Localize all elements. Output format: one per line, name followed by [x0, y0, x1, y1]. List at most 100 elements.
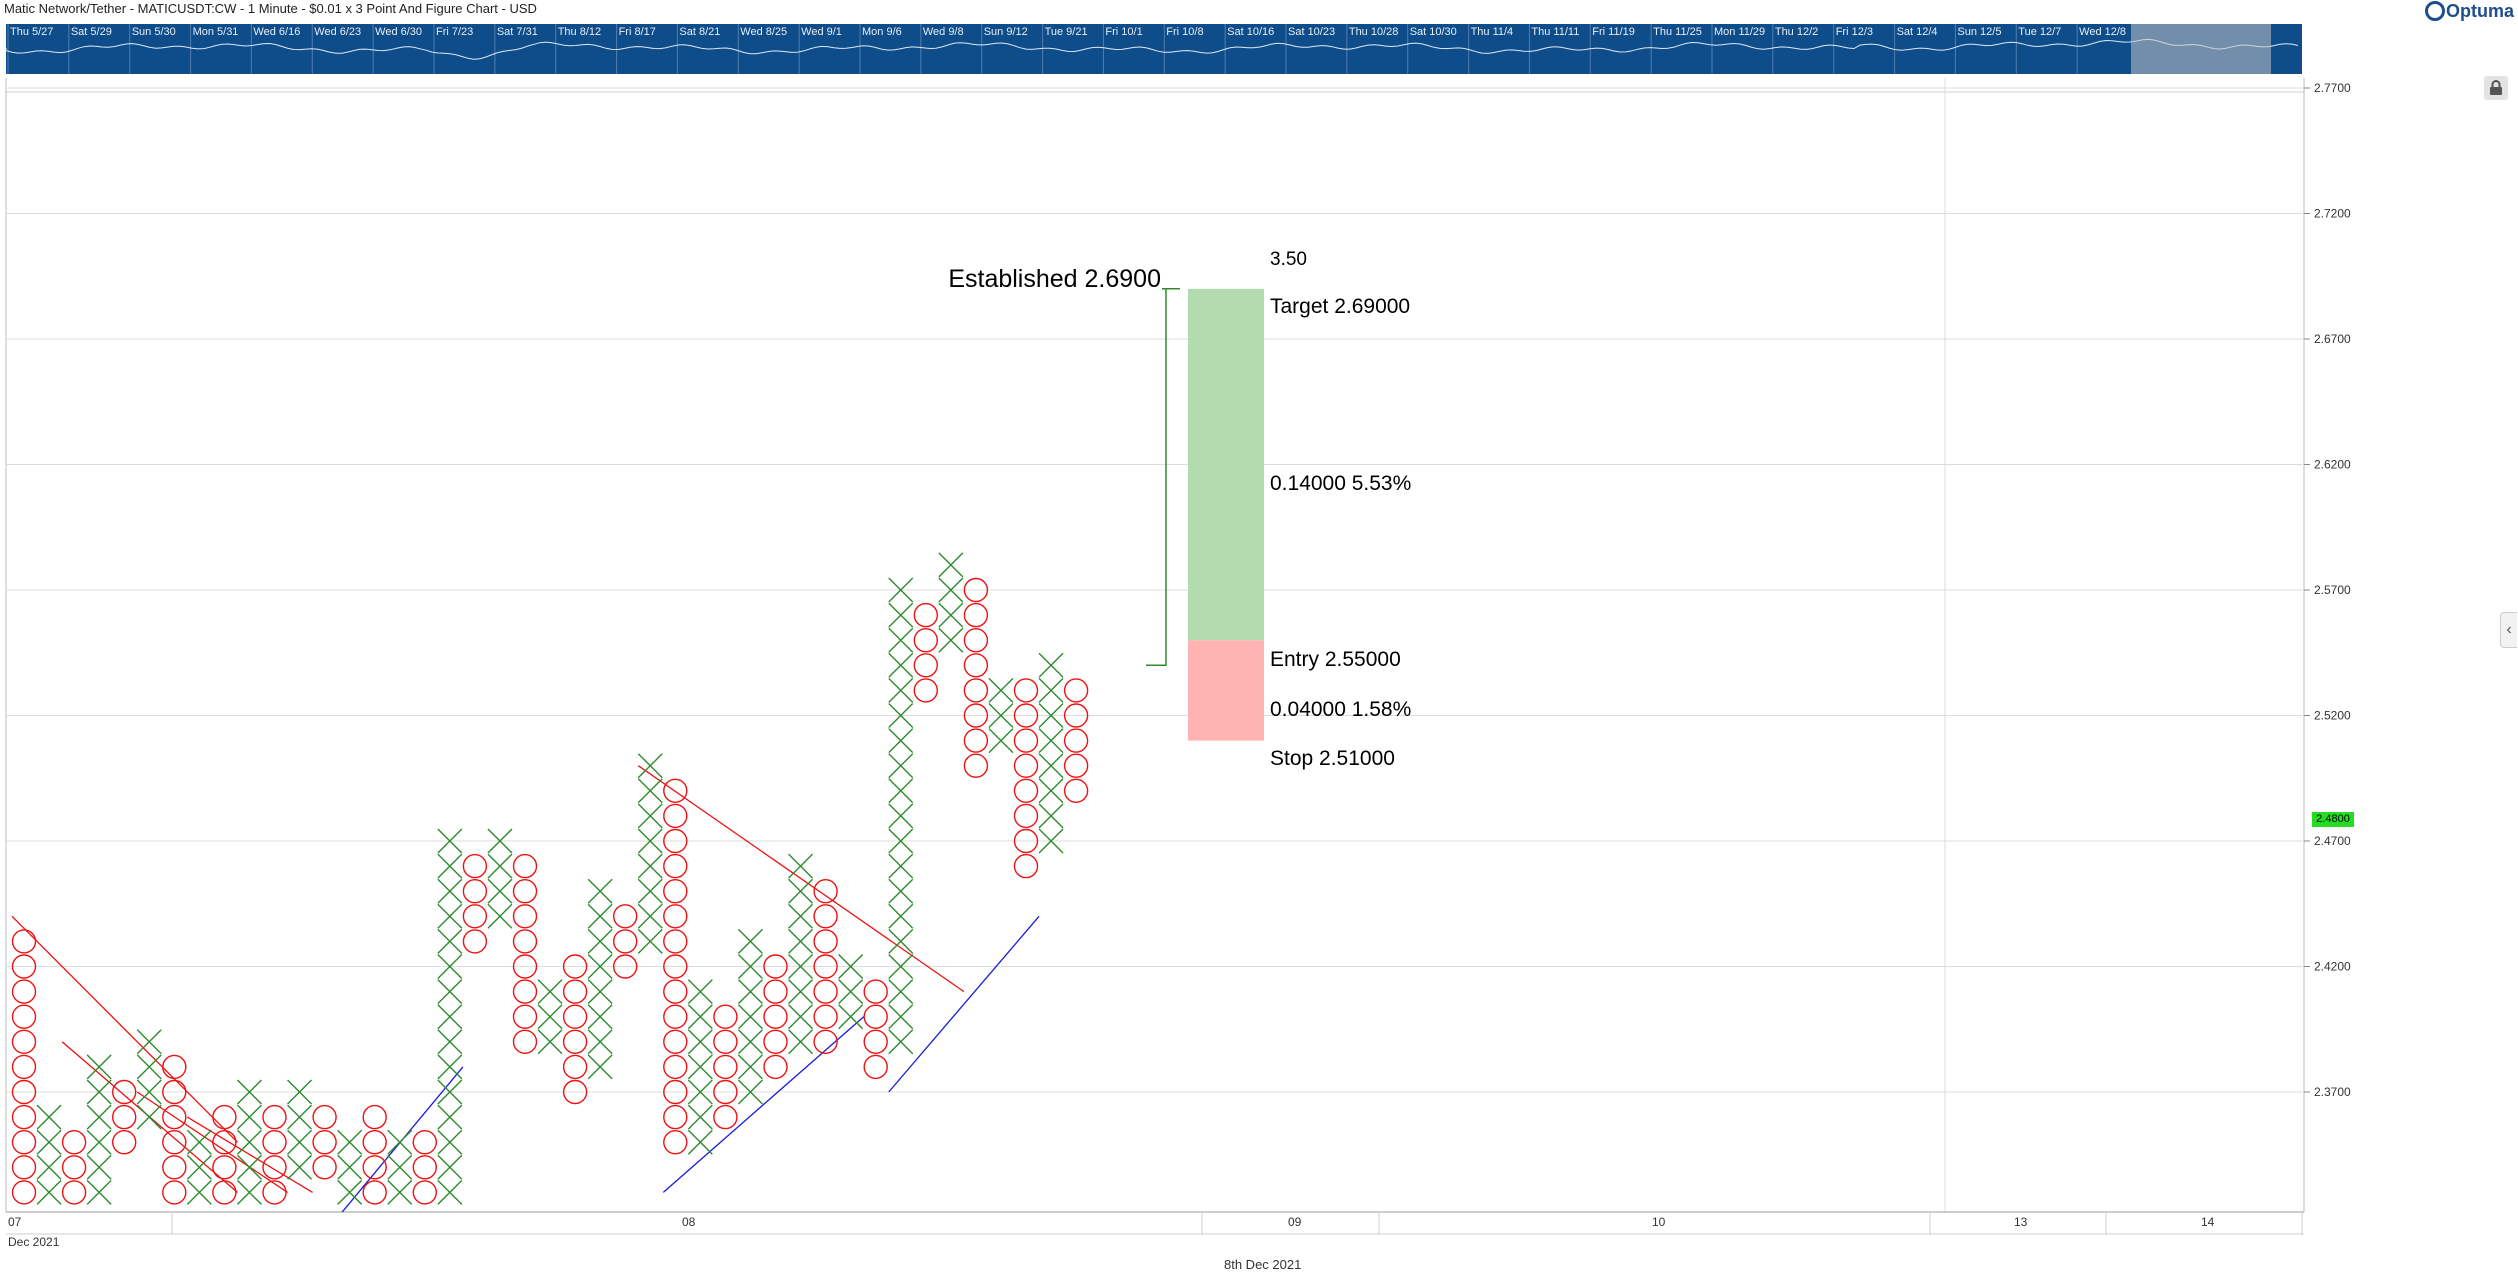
- navigator-date-label: Wed 6/23: [314, 26, 361, 38]
- o-box: [763, 1054, 788, 1080]
- x-box: [938, 577, 964, 603]
- x-box: [437, 954, 463, 979]
- x-box: [36, 1179, 62, 1205]
- navigator-visible-window: [2131, 24, 2271, 74]
- o-box: [162, 1104, 187, 1130]
- o-box: [813, 1029, 838, 1055]
- x-box: [537, 979, 563, 1005]
- x-tick-label: 08: [682, 1215, 696, 1229]
- resistance-trendline: [11, 915, 238, 1143]
- x-box: [136, 1054, 162, 1080]
- x-box: [186, 1129, 212, 1155]
- x-box: [437, 903, 463, 929]
- o-box: [963, 602, 989, 628]
- x-box: [287, 1104, 313, 1130]
- navigator-date-label: Sun 5/30: [132, 26, 176, 38]
- x-box: [337, 1154, 363, 1180]
- navigator-date-label: Tue 12/7: [2018, 26, 2061, 38]
- navigator-date-label: Mon 5/31: [193, 26, 239, 38]
- o-box: [963, 753, 989, 778]
- x-box: [437, 878, 463, 904]
- chevron-left-icon: ‹: [2506, 621, 2512, 638]
- y-tick-label: 2.4200: [2314, 960, 2351, 974]
- y-tick-label: 2.7200: [2314, 207, 2351, 221]
- x-box: [136, 1029, 162, 1055]
- o-box: [713, 1054, 738, 1080]
- x-box: [86, 1129, 112, 1155]
- o-box: [262, 1104, 287, 1130]
- o-box: [663, 929, 688, 954]
- risk-label: 0.04000 1.58%: [1270, 698, 1411, 721]
- x-box: [888, 979, 914, 1005]
- o-box: [663, 1004, 688, 1029]
- y-tick-label: 2.3700: [2314, 1085, 2351, 1099]
- o-box: [11, 929, 37, 954]
- navigator-date-label: Sun 9/12: [984, 26, 1028, 38]
- x-box: [136, 1104, 162, 1130]
- navigator-date-label: Thu 12/2: [1775, 26, 1818, 38]
- o-box: [663, 803, 688, 829]
- o-box: [863, 1029, 888, 1055]
- navigator-date-label: Mon 11/29: [1714, 26, 1765, 38]
- x-box: [437, 853, 463, 879]
- x-box: [437, 1054, 463, 1080]
- x-box: [437, 928, 463, 954]
- o-box: [663, 1054, 688, 1080]
- o-box: [663, 828, 688, 854]
- x-box: [687, 1079, 713, 1105]
- navigator-date-label: Thu 8/12: [558, 26, 601, 38]
- o-box: [813, 929, 838, 954]
- x-box: [888, 1004, 914, 1030]
- date-navigator[interactable]: Thu 5/27 Sat 5/29 Sun 5/30 Mon 5/31 Wed 6/16…: [6, 24, 2302, 74]
- x-box: [737, 1079, 763, 1105]
- o-box: [11, 979, 37, 1004]
- o-box: [663, 1079, 688, 1105]
- o-box: [111, 1129, 137, 1155]
- o-box: [512, 929, 538, 954]
- x-box: [888, 778, 914, 804]
- o-box: [713, 1104, 738, 1130]
- o-box: [11, 1029, 37, 1055]
- x-box: [287, 1154, 313, 1180]
- navigator-price-line: [6, 38, 2299, 60]
- x-box: [737, 1004, 763, 1030]
- navigator-overview[interactable]: Thu 5/27 Sat 5/29 Sun 5/30 Mon 5/31 Wed 6/16…: [6, 24, 2302, 74]
- x-box: [737, 928, 763, 954]
- logo-text: Optuma: [2445, 0, 2514, 21]
- x-box: [888, 602, 914, 628]
- x-box: [437, 1079, 463, 1105]
- o-box: [913, 678, 938, 703]
- o-box: [763, 954, 788, 979]
- o-box: [963, 703, 989, 728]
- lock-icon[interactable]: [2484, 76, 2508, 100]
- x-box: [888, 627, 914, 653]
- y-tick-label: 2.6200: [2314, 458, 2351, 472]
- o-box: [1013, 678, 1039, 703]
- x-box: [36, 1154, 62, 1180]
- navigator-date-label: Sat 10/23: [1288, 26, 1335, 38]
- x-box: [637, 928, 663, 954]
- navigator-date-label: Thu 11/25: [1653, 26, 1702, 38]
- o-box: [362, 1180, 387, 1205]
- o-box: [61, 1180, 87, 1205]
- o-box: [61, 1129, 87, 1155]
- o-box: [963, 653, 989, 678]
- x-box: [437, 1154, 463, 1180]
- collapse-panel-button[interactable]: ‹: [2500, 612, 2517, 648]
- footer-date: 8th Dec 2021: [1224, 1257, 1302, 1272]
- o-box: [713, 1079, 738, 1105]
- x-box: [587, 1029, 613, 1055]
- x-box: [86, 1104, 112, 1130]
- target-label: Target 2.69000: [1270, 295, 1410, 318]
- o-box: [963, 577, 989, 603]
- x-box: [537, 1029, 563, 1055]
- o-box: [1063, 678, 1089, 703]
- current-price-tag: 2.4800: [2312, 812, 2354, 827]
- o-box: [713, 1029, 738, 1055]
- o-box: [562, 979, 588, 1004]
- o-box: [462, 853, 488, 879]
- x-box: [236, 1129, 262, 1155]
- x-box: [1038, 753, 1064, 779]
- x-box: [36, 1129, 62, 1155]
